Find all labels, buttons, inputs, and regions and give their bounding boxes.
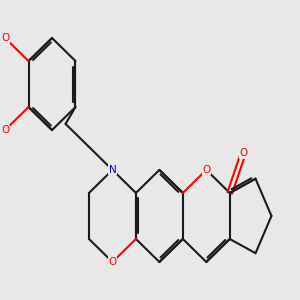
Text: N: N [109, 165, 116, 175]
Text: O: O [202, 165, 210, 175]
Text: O: O [108, 257, 117, 267]
Text: O: O [1, 33, 9, 43]
Text: O: O [1, 125, 9, 135]
Text: O: O [239, 148, 248, 158]
